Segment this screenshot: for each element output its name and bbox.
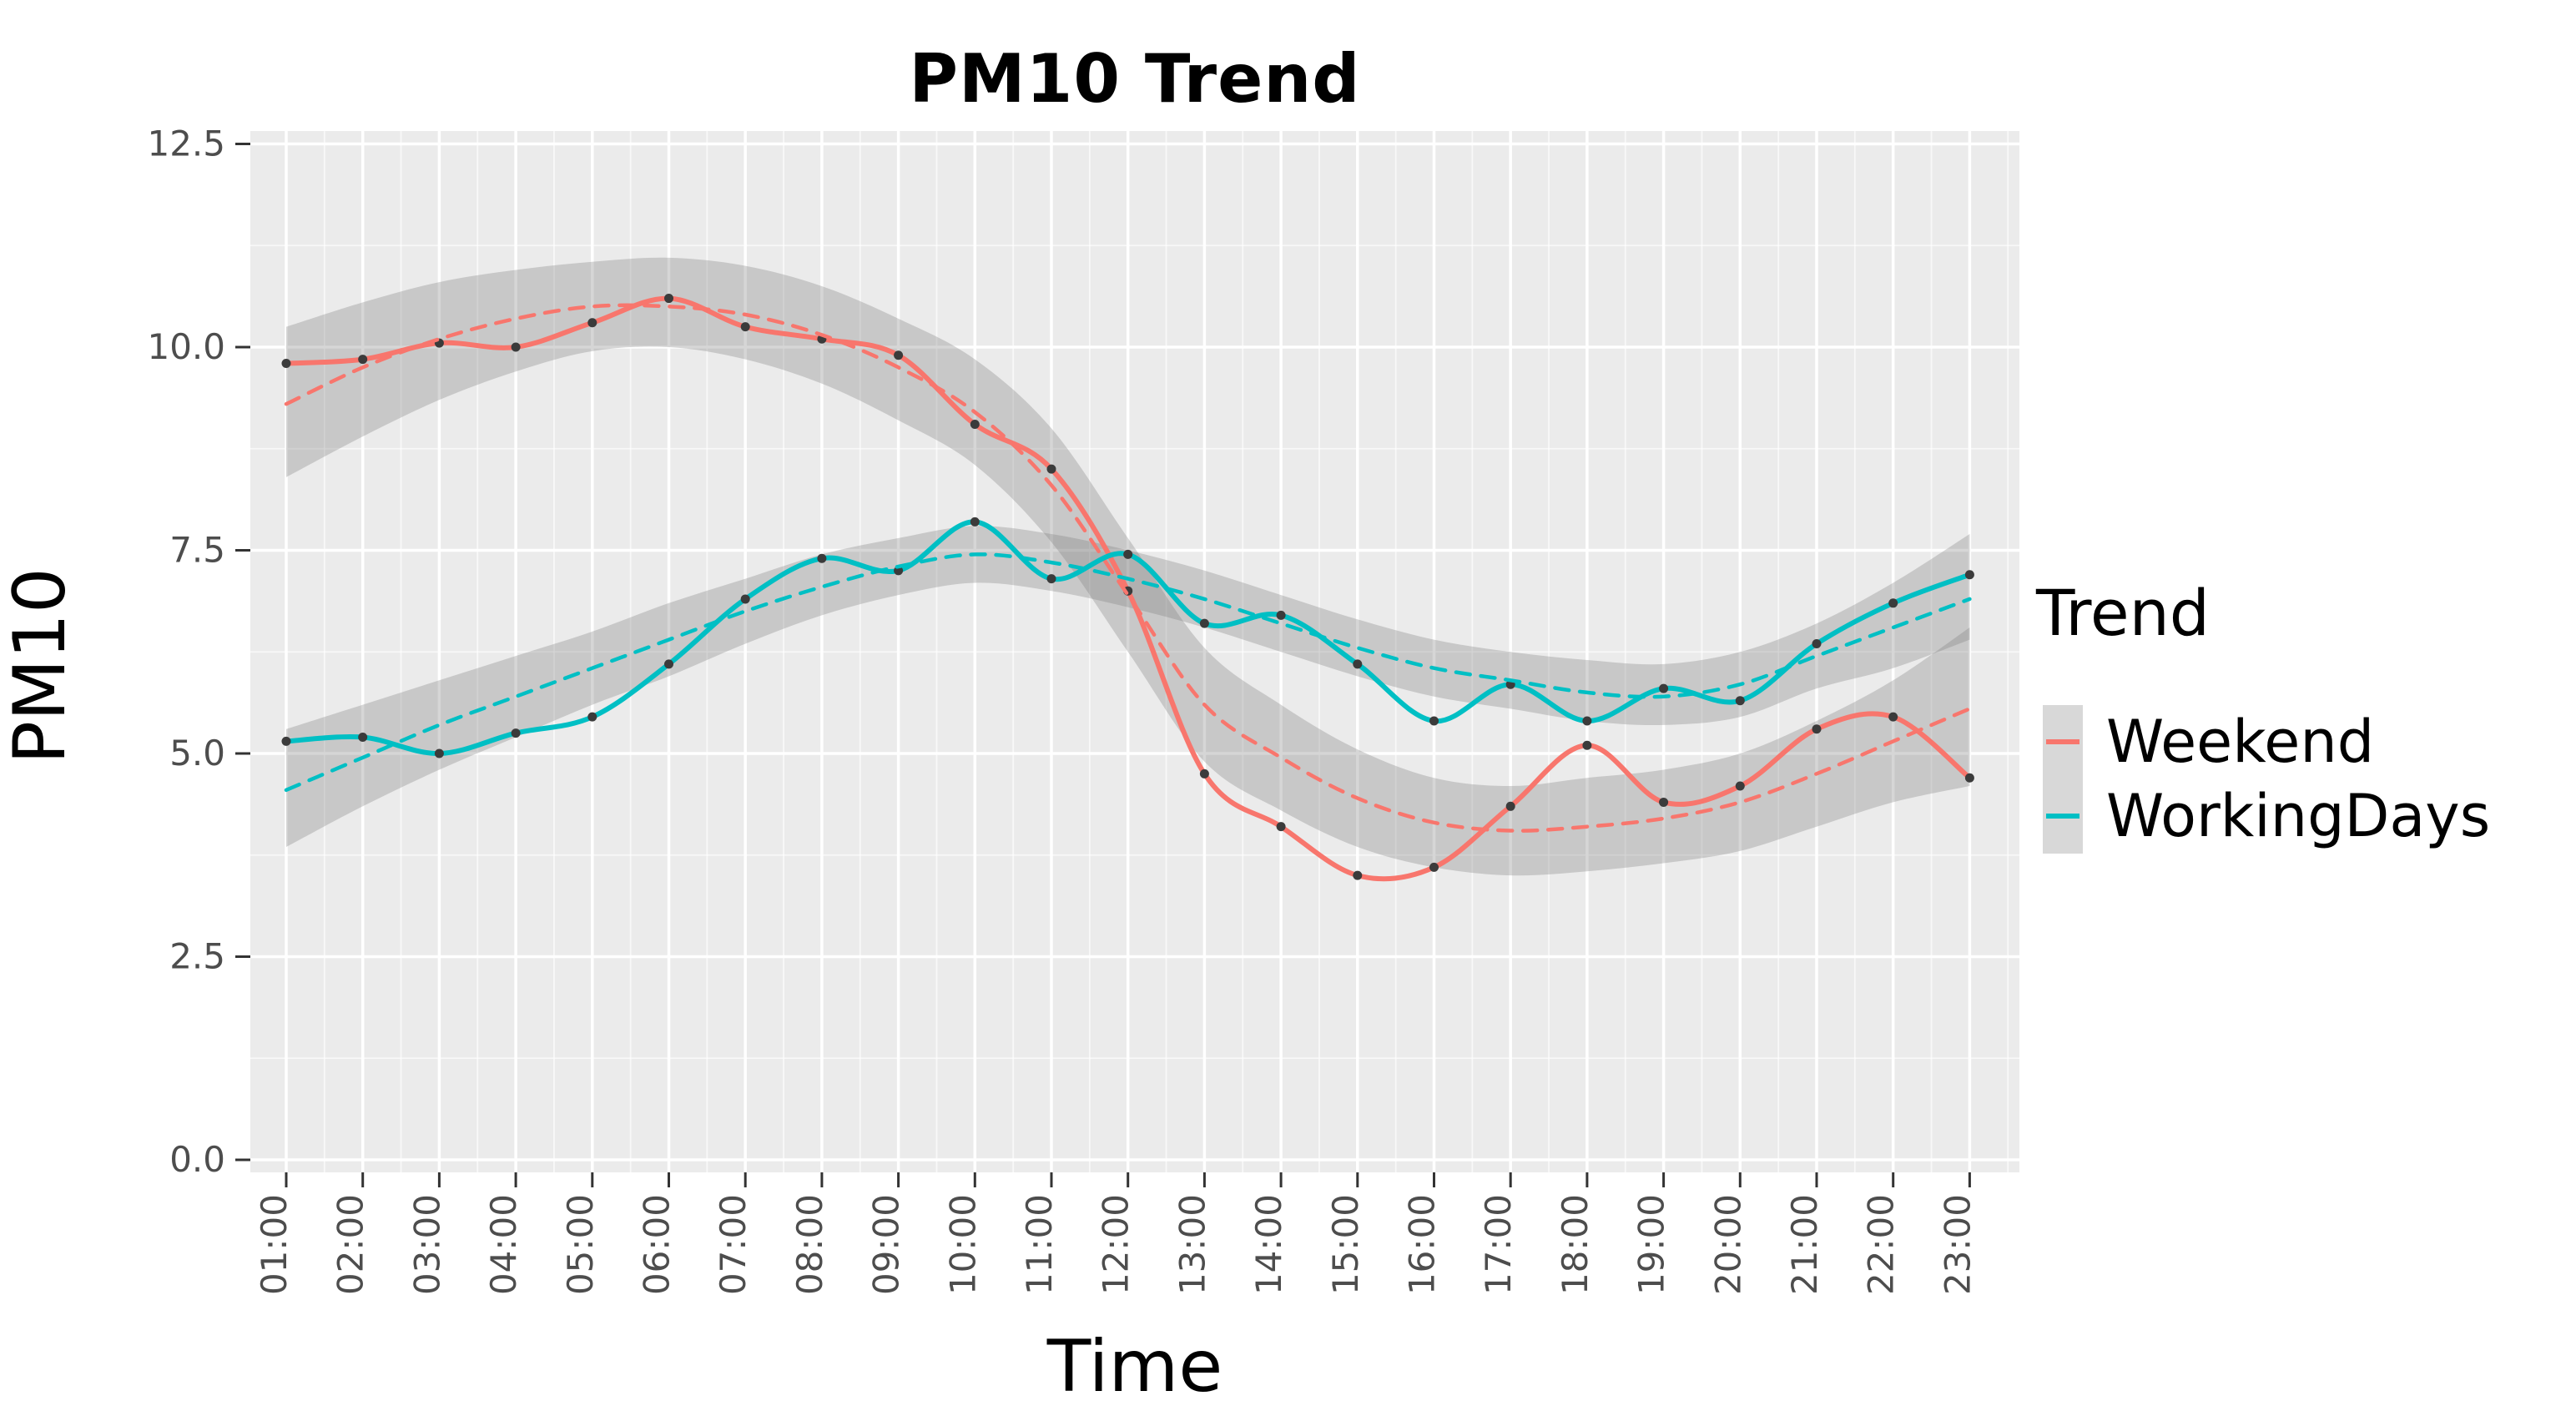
data-point [511, 728, 521, 738]
x-tick-label: 23:00 [1937, 1194, 1978, 1295]
data-point [1964, 773, 1974, 783]
data-point [1123, 549, 1133, 559]
data-point [1276, 610, 1286, 620]
x-tick-label: 22:00 [1861, 1194, 1902, 1295]
data-point [1735, 781, 1745, 791]
data-point [1888, 712, 1898, 722]
x-tick-label: 01:00 [254, 1194, 295, 1295]
legend-item-workingdays: WorkingDays [2106, 782, 2491, 850]
x-tick-label: 15:00 [1325, 1194, 1366, 1295]
x-tick-label: 20:00 [1707, 1194, 1748, 1295]
y-tick-label: 5.0 [169, 733, 225, 774]
data-point [281, 736, 291, 746]
y-tick-label: 2.5 [169, 936, 225, 977]
x-tick-label: 04:00 [483, 1194, 524, 1295]
confidence-band [286, 257, 1970, 876]
data-point [1582, 740, 1592, 750]
legend-rows: Weekend WorkingDays [2036, 705, 2570, 854]
x-tick-label: 06:00 [637, 1194, 678, 1295]
data-point [358, 355, 368, 365]
data-point [1046, 464, 1056, 474]
data-point [1505, 801, 1515, 811]
data-point [1353, 870, 1363, 880]
data-point [1429, 862, 1439, 872]
data-point [894, 350, 904, 360]
x-tick-label: 11:00 [1019, 1194, 1060, 1295]
data-point [1964, 570, 1974, 580]
data-point [1353, 659, 1363, 669]
y-tick-label: 7.5 [169, 530, 225, 571]
data-point [1582, 716, 1592, 726]
x-tick-label: 02:00 [330, 1194, 371, 1295]
legend-weekend-line-swatch [2046, 739, 2079, 744]
y-axis-title: PM10 [0, 567, 82, 764]
data-point [1812, 724, 1822, 734]
x-tick-label: 18:00 [1555, 1194, 1596, 1295]
data-point [970, 517, 980, 527]
y-tick-label: 12.5 [147, 123, 225, 164]
legend-title: Trend [2036, 576, 2210, 650]
data-point [1735, 696, 1745, 706]
legend: Trend Weekend WorkingDays [2036, 576, 2570, 854]
x-tick-label: 09:00 [866, 1194, 907, 1295]
x-tick-label: 10:00 [942, 1194, 983, 1295]
x-tick-label: 19:00 [1631, 1194, 1672, 1295]
data-point [587, 318, 597, 328]
data-point [740, 322, 750, 332]
x-tick-label: 05:00 [560, 1194, 601, 1295]
x-tick-label: 14:00 [1248, 1194, 1289, 1295]
x-tick-label: 12:00 [1096, 1194, 1137, 1295]
data-point [1888, 598, 1898, 608]
data-point [511, 342, 521, 352]
data-point [1199, 618, 1209, 628]
data-point [1276, 822, 1286, 832]
x-tick-label: 03:00 [406, 1194, 447, 1295]
data-point [1199, 768, 1209, 779]
series-line [284, 552, 1972, 793]
data-point [740, 594, 750, 604]
data-point [664, 659, 673, 669]
data-point [1429, 716, 1439, 726]
data-point [1659, 683, 1669, 693]
data-point [1659, 797, 1669, 807]
data-point [434, 748, 444, 758]
legend-key-box [2043, 705, 2083, 854]
legend-workingdays-line-swatch [2046, 814, 2079, 819]
data-point [281, 358, 291, 368]
data-point [664, 294, 673, 304]
series-line [284, 303, 1972, 833]
x-tick-label: 13:00 [1172, 1194, 1212, 1295]
data-point [587, 712, 597, 722]
legend-item-weekend: Weekend [2106, 708, 2375, 776]
confidence-band [286, 526, 1970, 847]
data-point [1046, 574, 1056, 584]
x-tick-label: 08:00 [789, 1194, 830, 1295]
data-point [1812, 639, 1822, 649]
x-tick-label: 21:00 [1784, 1194, 1825, 1295]
y-tick-label: 10.0 [147, 326, 225, 367]
x-axis-title: Time [1046, 1325, 1223, 1408]
x-tick-label: 17:00 [1478, 1194, 1519, 1295]
y-tick-label: 0.0 [169, 1139, 225, 1180]
data-point [970, 420, 980, 430]
x-tick-label: 07:00 [713, 1194, 754, 1295]
data-point [817, 553, 827, 563]
data-point [358, 733, 368, 743]
chart-title: PM10 Trend [909, 40, 1361, 118]
x-tick-label: 16:00 [1402, 1194, 1443, 1295]
